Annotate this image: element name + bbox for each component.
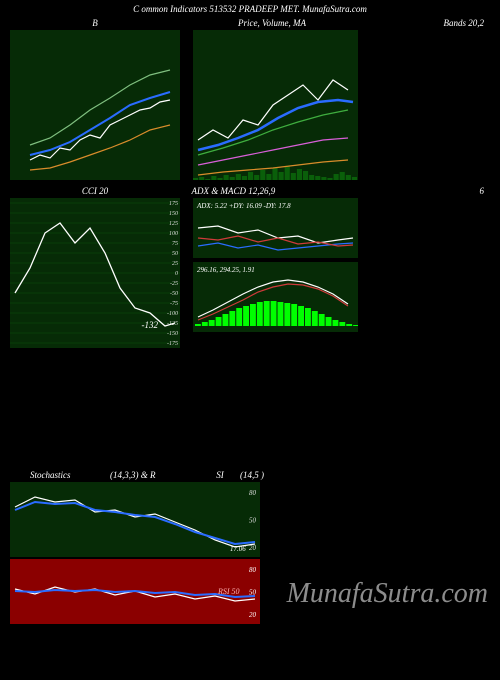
svg-text:125: 125 [169, 221, 178, 227]
bollinger-chart [10, 30, 180, 180]
svg-text:-175: -175 [167, 341, 178, 347]
price-volume-chart [193, 30, 358, 180]
adx-top-prefix: ADX [192, 186, 210, 196]
row3-charts: 80502017.06 805020RSI 50 [0, 480, 500, 626]
svg-text:100: 100 [169, 231, 178, 237]
svg-text:-25: -25 [170, 281, 178, 287]
svg-text:RSI 50: RSI 50 [217, 587, 240, 596]
svg-text:296.16, 294.25, 1.91: 296.16, 294.25, 1.91 [197, 266, 255, 274]
macd-top: & MACD 12,26,9 [211, 186, 275, 196]
label-six: 6 [364, 186, 490, 196]
svg-text:50: 50 [249, 517, 257, 525]
page-header: C ommon Indicators 513532 PRADEEP MET. M… [0, 0, 500, 18]
svg-text:-150: -150 [167, 331, 178, 337]
svg-text:50: 50 [172, 251, 178, 257]
macd-chart: 296.16, 294.25, 1.91 [193, 262, 358, 332]
row1-charts [0, 28, 500, 182]
adx-chart: ADX: 5.22 +DY: 16.09 -DY: 17.8 [193, 198, 358, 258]
row3-labels: Stochastics (14,3,3) & R SI (14,5 ) [0, 470, 500, 480]
label-stoch-params: (14,3,3) & R [110, 470, 200, 480]
label-bands: Bands 20,2 [364, 18, 490, 28]
svg-text:20: 20 [249, 611, 257, 619]
svg-text:-75: -75 [170, 301, 178, 307]
row2-charts: 1751501251007550250-25-50-75-100-125-150… [0, 196, 500, 350]
svg-text:-100: -100 [167, 311, 178, 317]
svg-text:75: 75 [172, 241, 178, 247]
svg-text:80: 80 [249, 489, 257, 497]
adx-macd-stack: ADX: 5.22 +DY: 16.09 -DY: 17.8 296.16, 2… [193, 198, 358, 332]
svg-text:150: 150 [169, 211, 178, 217]
label-si: SI [200, 470, 240, 480]
rsi-chart: 805020RSI 50 [10, 559, 490, 624]
svg-text:25: 25 [172, 261, 178, 267]
svg-text:17.06: 17.06 [230, 545, 246, 553]
label-price-ma: Price, Volume, MA [190, 18, 355, 28]
svg-text:-132: -132 [142, 320, 159, 330]
header-left: C [133, 4, 139, 14]
row2-labels: CCI 20 ADX & MACD 12,26,9 6 [0, 186, 500, 196]
row1-labels: B Price, Volume, MA Bands 20,2 [0, 18, 500, 28]
label-stoch-right: (14,5 ) [240, 470, 490, 480]
label-bollinger-left: B [10, 18, 180, 28]
label-adx-macd: ADX & MACD 12,26,9 [188, 186, 357, 196]
svg-text:80: 80 [249, 566, 257, 574]
svg-text:-50: -50 [170, 291, 178, 297]
cci-chart: 1751501251007550250-25-50-75-100-125-150… [10, 198, 180, 348]
svg-text:175: 175 [169, 201, 178, 207]
stochastics-chart: 80502017.06 [10, 482, 490, 557]
label-stoch: Stochastics [10, 470, 110, 480]
svg-text:ADX: 5.22 +DY: 16.09 -DY: 17.: ADX: 5.22 +DY: 16.09 -DY: 17.8 [196, 202, 291, 210]
spacer [0, 350, 500, 470]
svg-text:0: 0 [175, 271, 178, 277]
header-center: ommon Indicators 513532 PRADEEP MET. Mun… [141, 4, 366, 14]
label-cci: CCI 20 [10, 186, 180, 196]
